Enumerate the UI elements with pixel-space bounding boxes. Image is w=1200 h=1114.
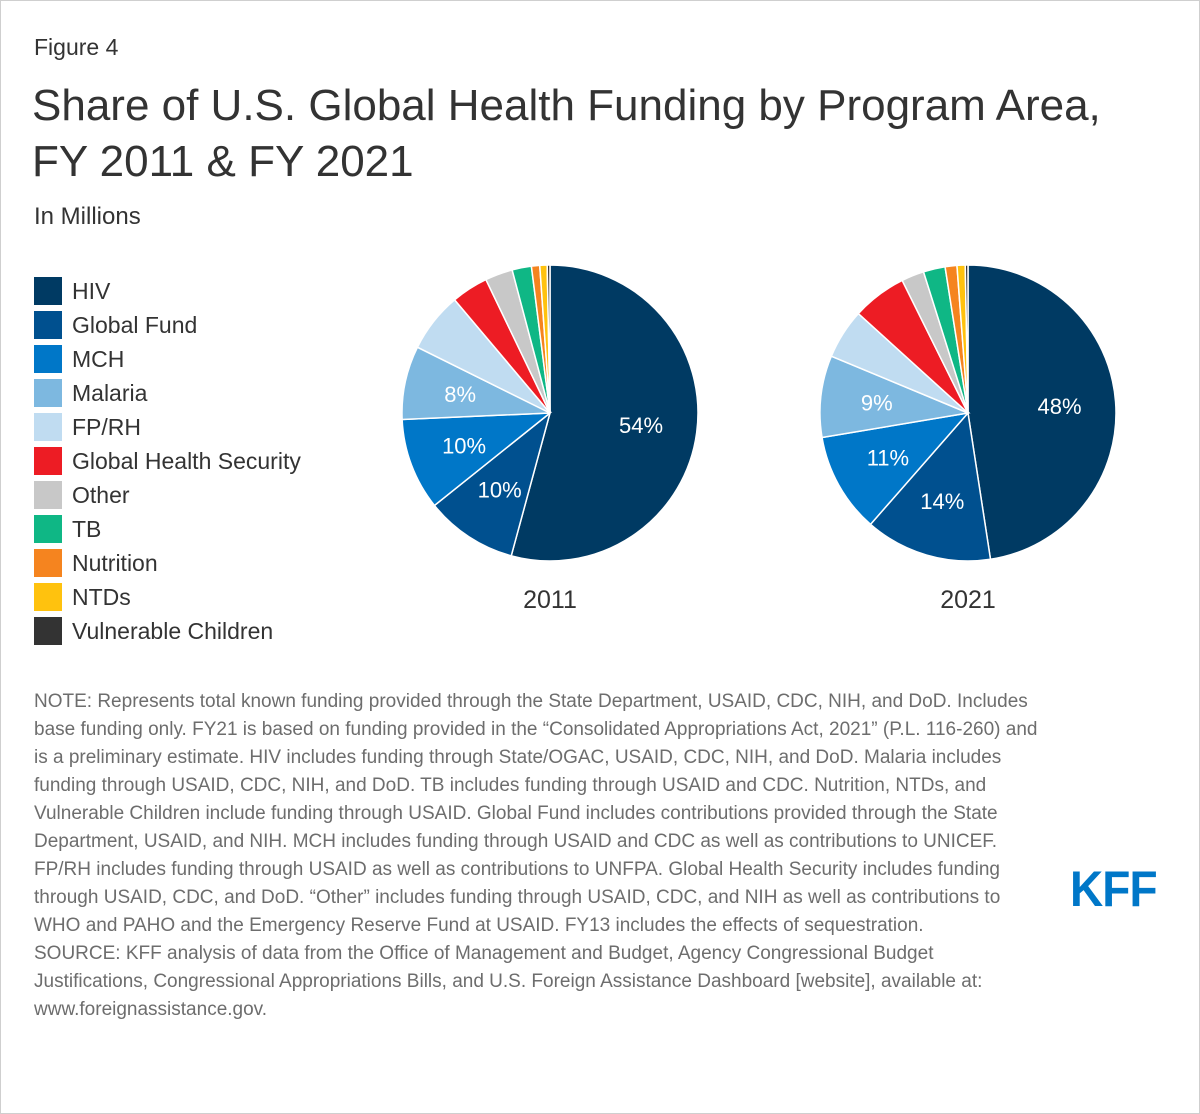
legend-item: MCH bbox=[34, 342, 301, 376]
pie-slice-hiv bbox=[967, 264, 1117, 561]
pie-slice-global-fund bbox=[433, 410, 552, 557]
pie-slice-mch bbox=[821, 411, 970, 526]
pie-chart-2021: 48% 14% 11% 9% 2021 bbox=[819, 264, 1117, 614]
note-text: NOTE: Represents total known funding pro… bbox=[34, 691, 1038, 936]
kff-logo: KFF bbox=[1070, 861, 1158, 917]
legend-swatch bbox=[34, 379, 62, 407]
legend-swatch bbox=[34, 481, 62, 509]
legend-swatch bbox=[34, 345, 62, 373]
legend-item: HIV bbox=[34, 274, 301, 308]
notes-block: NOTE: Represents total known funding pro… bbox=[34, 688, 1044, 1024]
legend-label: MCH bbox=[72, 345, 125, 372]
data-label: 9% bbox=[861, 391, 893, 416]
legend-item: FP/RH bbox=[34, 410, 301, 444]
pie-year-label: 2011 bbox=[523, 586, 577, 614]
legend-label: TB bbox=[72, 515, 102, 542]
legend-item: NTDs bbox=[34, 580, 301, 614]
pie-slice-mch bbox=[401, 412, 553, 507]
data-label: 11% bbox=[867, 446, 909, 471]
legend-label: HIV bbox=[72, 277, 111, 304]
legend-label: Malaria bbox=[72, 379, 148, 406]
data-label: 10% bbox=[442, 433, 486, 458]
legend-item: Global Fund bbox=[34, 308, 301, 342]
legend-swatch bbox=[34, 447, 62, 475]
legend-label: NTDs bbox=[72, 583, 131, 610]
legend-label: Other bbox=[72, 481, 130, 508]
pie-slice-global-fund bbox=[869, 411, 992, 562]
data-label: 10% bbox=[478, 478, 522, 503]
legend-item: Other bbox=[34, 478, 301, 512]
chart-title: Share of U.S. Global Health Funding by P… bbox=[32, 81, 1101, 186]
data-label: 48% bbox=[1037, 394, 1081, 419]
legend-label: Nutrition bbox=[72, 549, 158, 576]
pie-slice-vulnerable-children bbox=[546, 264, 551, 414]
legend-item: Nutrition bbox=[34, 546, 301, 580]
data-label: 54% bbox=[619, 413, 663, 438]
pie-slice-hiv bbox=[510, 264, 699, 562]
chart-subtitle: In Millions bbox=[34, 203, 141, 230]
legend-label: Vulnerable Children bbox=[72, 617, 274, 644]
source-text: SOURCE: KFF analysis of data from the Of… bbox=[34, 943, 983, 1020]
legend-swatch bbox=[34, 583, 62, 611]
pie-slice-vulnerable-children bbox=[964, 264, 969, 414]
legend-swatch bbox=[34, 277, 62, 305]
legend-item: Malaria bbox=[34, 376, 301, 410]
pie-year-label: 2021 bbox=[940, 586, 996, 614]
legend-swatch bbox=[34, 617, 62, 645]
pie-chart-2011: 54% 10% 10% 8% 2011 bbox=[401, 264, 699, 614]
data-label: 8% bbox=[444, 382, 476, 407]
legend-label: Global Fund bbox=[72, 311, 198, 338]
legend-swatch bbox=[34, 549, 62, 577]
legend-swatch bbox=[34, 311, 62, 339]
legend-swatch bbox=[34, 413, 62, 441]
pie-slice-malaria bbox=[819, 355, 971, 439]
legend-item: Vulnerable Children bbox=[34, 614, 301, 648]
figure-label: Figure 4 bbox=[34, 34, 119, 60]
legend-swatch bbox=[34, 515, 62, 543]
data-label: 14% bbox=[920, 489, 964, 514]
legend-label: Global Health Security bbox=[72, 447, 301, 474]
pie-charts: 54% 10% 10% 8% 2011 48% 14% 11% 9% 2021 bbox=[401, 264, 1117, 614]
legend-label: FP/RH bbox=[72, 413, 141, 440]
legend-item: Global Health Security bbox=[34, 444, 301, 478]
legend-item: TB bbox=[34, 512, 301, 546]
legend: HIV Global Fund MCH Malaria FP/RH Global Heal… bbox=[34, 274, 301, 648]
